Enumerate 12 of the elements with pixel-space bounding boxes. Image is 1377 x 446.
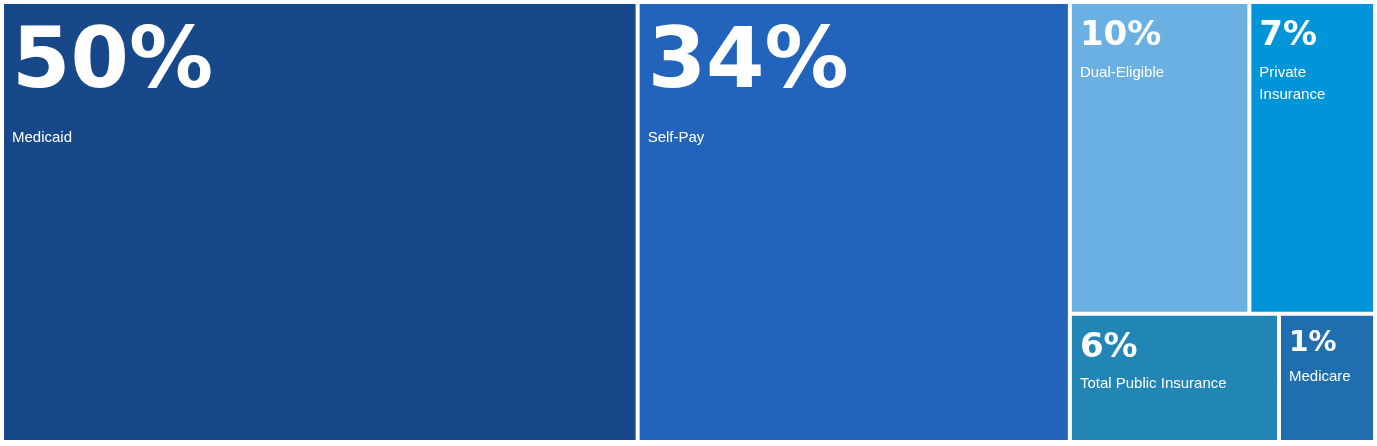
data-label: 7%	[1259, 13, 1318, 53]
data-label: 10%	[1079, 13, 1162, 53]
data-label: 34%	[647, 9, 849, 107]
category-label: Private Insurance	[1259, 62, 1326, 102]
data-label: 1%	[1289, 325, 1337, 359]
category-label: Self-Pay	[647, 127, 705, 145]
data-label: 6%	[1079, 324, 1138, 365]
category-label: Medicare	[1289, 366, 1351, 384]
data-label: 50%	[12, 9, 214, 107]
category-label: Total Public Insurance	[1079, 374, 1227, 392]
category-label: Dual-Eligible	[1079, 62, 1165, 80]
category-label: Medicaid	[12, 127, 73, 145]
